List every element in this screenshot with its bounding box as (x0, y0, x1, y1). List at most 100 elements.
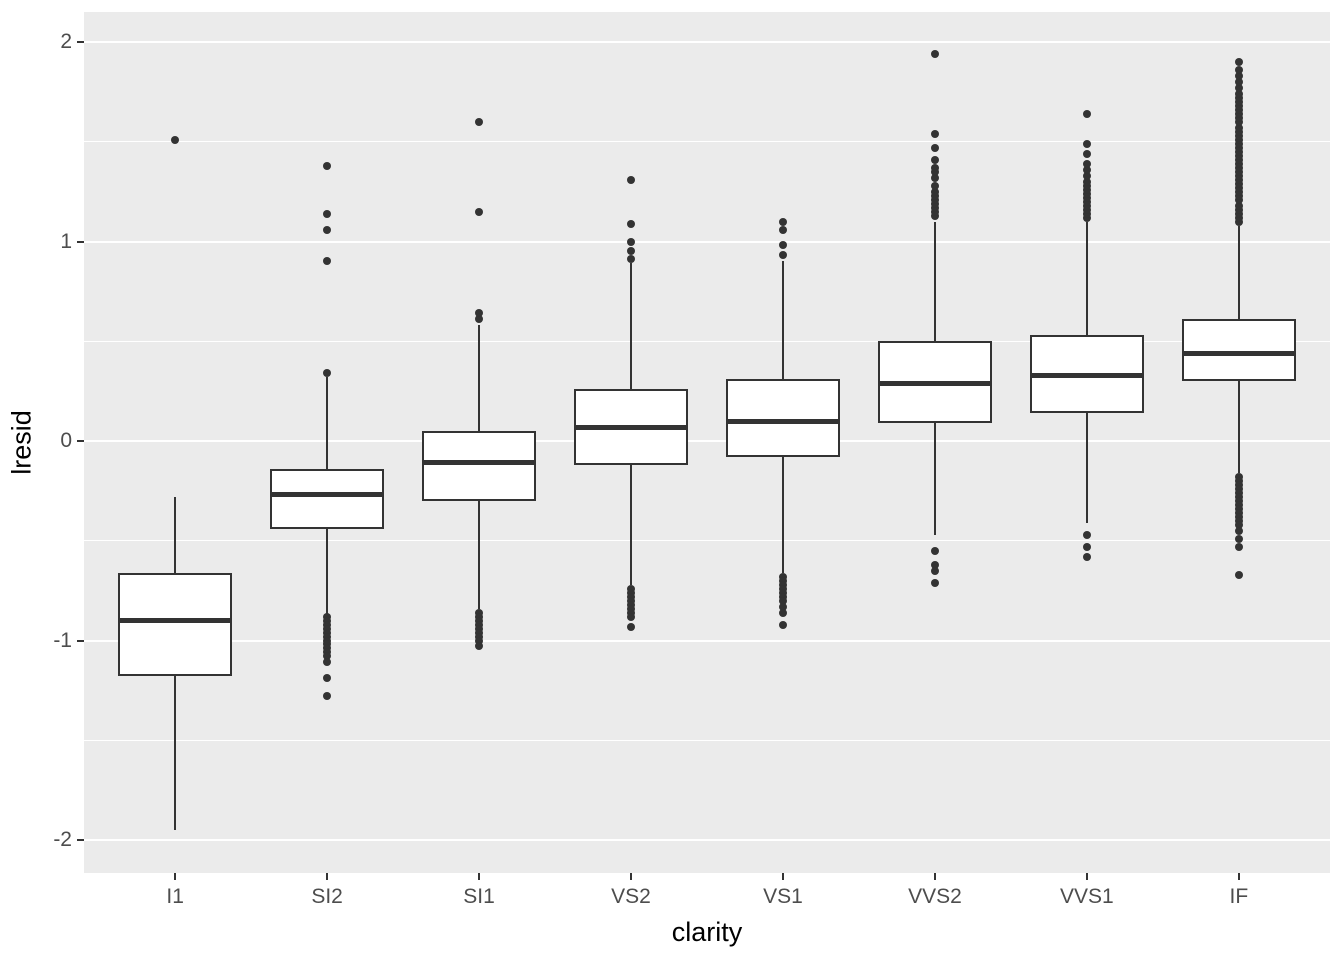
x-tick-mark (326, 873, 329, 880)
whisker-lower-VS1 (781, 456, 784, 573)
whisker-upper-SI1 (478, 325, 481, 432)
outlier-dot-VVS1 (1082, 177, 1091, 186)
box-IF (1181, 319, 1296, 382)
outlier-dot-VVS1 (1082, 171, 1091, 180)
whisker-upper-VS2 (630, 263, 633, 390)
outlier-dot-IF (1234, 217, 1243, 226)
x-tick-mark (933, 873, 936, 880)
whisker-upper-I1 (174, 496, 177, 573)
outlier-dot-SI1 (475, 636, 484, 645)
x-axis-title: clarity (671, 917, 743, 947)
outlier-dot-I1 (171, 135, 180, 144)
y-tick-label: 1 (60, 229, 72, 253)
outlier-dot-IF (1234, 89, 1243, 98)
outlier-dot-IF (1234, 534, 1243, 543)
median-VVS2 (877, 380, 992, 386)
outlier-dot-VVS2 (930, 173, 939, 182)
whisker-upper-VVS2 (933, 221, 936, 342)
outlier-dot-VVS1 (1082, 159, 1091, 168)
median-SI1 (422, 460, 537, 466)
outlier-dot-VS1 (778, 620, 787, 629)
whisker-lower-SI1 (478, 500, 481, 609)
outlier-dot-SI2 (323, 692, 332, 701)
outlier-dot-SI2 (323, 369, 332, 378)
outlier-dot-VVS2 (930, 566, 939, 575)
x-tick-label: IF (1229, 885, 1249, 908)
outlier-dot-IF (1234, 135, 1243, 144)
outlier-dot-VS1 (778, 217, 787, 226)
outlier-dot-VVS1 (1082, 542, 1091, 551)
y-axis-title: lresid (6, 409, 37, 475)
x-tick-label: VS2 (611, 885, 651, 908)
x-tick-label: I1 (166, 885, 184, 908)
outlier-dot-VVS2 (930, 187, 939, 196)
outlier-dot-SI2 (323, 161, 332, 170)
outlier-dot-SI2 (323, 658, 332, 667)
outlier-dot-SI1 (475, 117, 484, 126)
outlier-dot-VVS2 (930, 578, 939, 587)
median-VS2 (574, 424, 689, 430)
outlier-dot-VS2 (627, 219, 636, 228)
whisker-upper-SI2 (326, 377, 329, 469)
x-tick-mark (781, 873, 784, 880)
gridline-major (84, 41, 1330, 43)
gridline-major (84, 839, 1330, 841)
outlier-dot-VS1 (778, 602, 787, 611)
outlier-dot-VS2 (627, 247, 636, 256)
outlier-dot-IF (1234, 155, 1243, 164)
x-tick-label: VS1 (763, 885, 803, 908)
median-I1 (118, 618, 233, 624)
y-tick-label: 0 (60, 429, 72, 452)
gridline-minor (84, 340, 1330, 342)
y-tick-mark (77, 639, 84, 642)
whisker-upper-IF (1237, 225, 1240, 320)
outlier-dot-VVS2 (930, 167, 939, 176)
outlier-dot-VVS2 (930, 129, 939, 138)
outlier-dot-VVS1 (1082, 530, 1091, 539)
box-SI2 (270, 468, 385, 529)
x-tick-label: VVS1 (1060, 885, 1114, 908)
outlier-dot-IF (1234, 117, 1243, 126)
outlier-dot-IF (1234, 65, 1243, 74)
box-SI1 (422, 431, 537, 501)
plot-panel (84, 12, 1330, 873)
outlier-dot-VS1 (778, 608, 787, 617)
y-tick-label: -2 (53, 828, 72, 851)
gridline-major (84, 240, 1330, 243)
whisker-lower-VVS2 (933, 423, 936, 535)
y-tick-label: -1 (53, 628, 72, 652)
y-tick-mark (77, 839, 84, 841)
outlier-dot-VS2 (627, 612, 636, 621)
x-tick-label: SI2 (311, 885, 343, 908)
whisker-lower-VVS1 (1085, 413, 1088, 523)
outlier-dot-SI2 (323, 674, 332, 683)
box-I1 (118, 572, 233, 677)
outlier-dot-IF (1234, 526, 1243, 535)
whisker-lower-I1 (174, 676, 177, 831)
outlier-dot-VVS1 (1082, 205, 1091, 214)
outlier-dot-SI2 (323, 225, 332, 234)
outlier-dot-IF (1234, 83, 1243, 92)
outlier-dot-VVS2 (930, 546, 939, 555)
outlier-dot-IF (1234, 179, 1243, 188)
outlier-dot-VVS2 (930, 211, 939, 220)
outlier-dot-VS1 (778, 225, 787, 234)
gridline-major (84, 440, 1330, 442)
gridline-major (84, 639, 1330, 642)
outlier-dot-VVS2 (930, 163, 939, 172)
outlier-dot-IF (1234, 205, 1243, 214)
whisker-upper-VVS1 (1085, 221, 1088, 336)
outlier-dot-VVS2 (930, 155, 939, 164)
gridline-minor (84, 540, 1330, 542)
whisker-lower-IF (1237, 381, 1240, 473)
outlier-dot-IF (1234, 71, 1243, 80)
x-tick-mark (478, 873, 481, 880)
y-tick-mark (77, 440, 84, 442)
outlier-dot-IF (1234, 105, 1243, 114)
outlier-dot-IF (1234, 201, 1243, 210)
outlier-dot-IF (1234, 57, 1243, 66)
whisker-lower-SI2 (326, 528, 329, 615)
outlier-dot-IF (1234, 187, 1243, 196)
outlier-dot-IF (1234, 520, 1243, 529)
outlier-dot-VVS2 (930, 49, 939, 58)
